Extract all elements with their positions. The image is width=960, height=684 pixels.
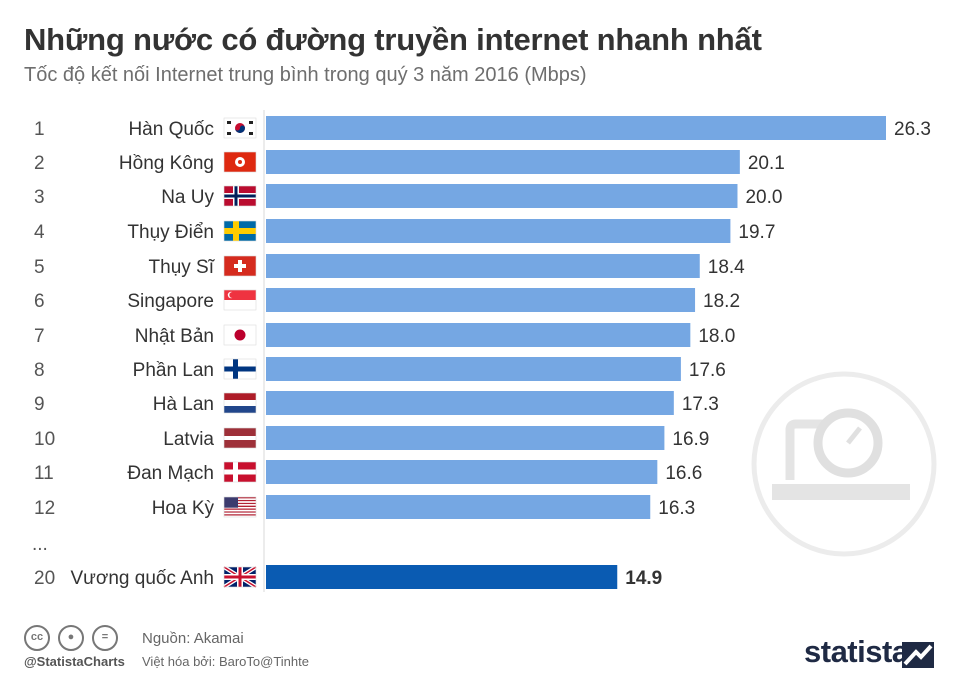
gap-marker: ... (32, 534, 48, 555)
flag-denmark-icon (223, 461, 257, 483)
chart-subtitle: Tốc độ kết nối Internet trung bình trong… (24, 64, 587, 86)
category-label: Thụy Điển (127, 222, 214, 243)
rank-label: 7 (34, 326, 45, 347)
rank-label: 8 (34, 360, 45, 381)
rank-label: 20 (34, 568, 55, 589)
flag-switzerland-icon (223, 255, 257, 277)
bar (266, 460, 658, 484)
value-label: 16.3 (658, 498, 695, 519)
flag-south-korea-icon (223, 117, 257, 139)
category-label: Phần Lan (133, 360, 214, 381)
bar (266, 357, 681, 381)
bar (266, 288, 696, 312)
flag-sweden-icon (223, 220, 257, 242)
translator-credit: Việt hóa bởi: BaroTo@Tinhte (142, 654, 309, 669)
bar (266, 323, 691, 347)
rank-label: 3 (34, 187, 45, 208)
category-label: Đan Mạch (127, 463, 214, 484)
cc-icon: cc (24, 625, 50, 651)
bar (266, 495, 651, 519)
rank-label: 11 (34, 463, 54, 484)
rank-label: 4 (34, 222, 45, 243)
value-label: 26.3 (894, 119, 931, 140)
flag-japan-icon (223, 324, 257, 346)
flag-finland-icon (223, 358, 257, 380)
bar (266, 391, 674, 415)
bar (266, 116, 886, 140)
value-label: 18.2 (703, 291, 740, 312)
bar (266, 219, 731, 243)
flag-netherlands-icon (223, 392, 257, 414)
value-label: 17.6 (689, 360, 726, 381)
bar (266, 150, 740, 174)
value-label: 18.4 (708, 257, 745, 278)
bar (266, 184, 738, 208)
rank-label: 12 (34, 498, 55, 519)
value-label: 16.9 (672, 429, 709, 450)
rank-label: 10 (34, 429, 55, 450)
category-label: Vương quốc Anh (70, 568, 214, 589)
rank-label: 2 (34, 153, 45, 174)
flag-usa-icon (223, 496, 257, 518)
statista-logo: statista (804, 634, 909, 669)
value-label: 16.6 (665, 463, 702, 484)
rank-label: 6 (34, 291, 45, 312)
category-label: Thụy Sĩ (149, 257, 215, 278)
bar (266, 254, 700, 278)
category-label: Hà Lan (153, 394, 214, 415)
value-label: 17.3 (682, 394, 719, 415)
bar (266, 565, 618, 589)
value-label: 19.7 (738, 222, 775, 243)
value-label: 18.0 (698, 326, 735, 347)
category-label: Latvia (163, 429, 214, 450)
category-label: Hoa Kỳ (152, 498, 215, 519)
chart-title: Những nước có đường truyền internet nhan… (24, 22, 762, 57)
category-label: Singapore (127, 291, 214, 312)
flag-norway-icon (223, 185, 257, 207)
statista-logo-icon (902, 642, 934, 668)
value-label: 14.9 (625, 568, 662, 589)
category-label: Hàn Quốc (128, 119, 214, 140)
category-label: Hồng Kông (119, 153, 214, 174)
attribution-icon: ● (58, 625, 84, 651)
value-label: 20.0 (745, 187, 782, 208)
speed-watermark-icon (751, 371, 937, 557)
rank-label: 5 (34, 257, 45, 278)
source-text: Nguồn: Akamai (142, 630, 244, 647)
flag-latvia-icon (223, 427, 257, 449)
rank-label: 9 (34, 394, 45, 415)
bar (266, 426, 665, 450)
flag-singapore-icon (223, 289, 257, 311)
statista-handle: @StatistaCharts (24, 654, 125, 669)
no-derivatives-icon: = (92, 625, 118, 651)
bar-chart: 1 Hàn Quốc 26.3 2 Hồng Kông 20.1 3 Na Uy 20.0 4 Th… (32, 110, 937, 592)
category-label: Nhật Bản (135, 326, 214, 347)
flag-hong-kong-icon (223, 151, 257, 173)
rank-label: 1 (34, 119, 45, 140)
flag-uk-icon (222, 565, 258, 589)
value-label: 20.1 (748, 153, 785, 174)
category-label: Na Uy (161, 187, 214, 208)
